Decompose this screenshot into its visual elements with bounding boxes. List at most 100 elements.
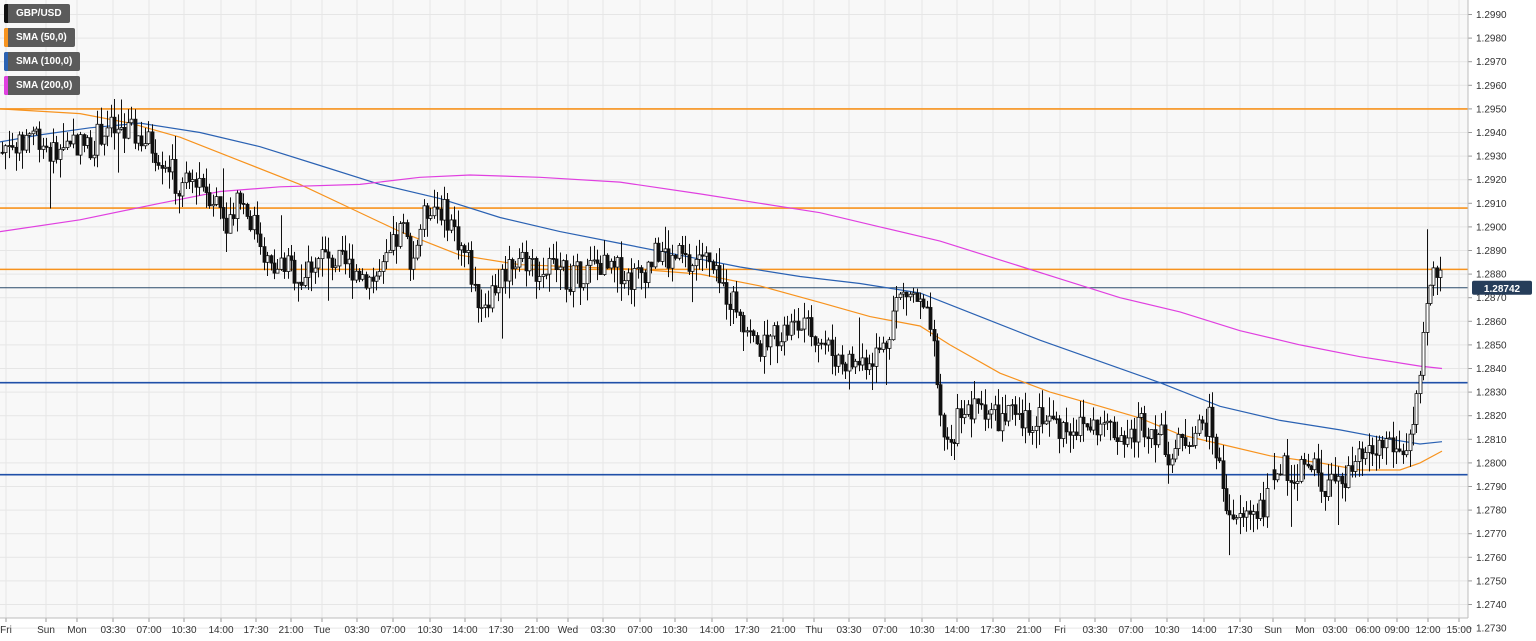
candle-down: [680, 245, 685, 254]
candle-down: [44, 145, 49, 148]
candle-down: [751, 330, 756, 336]
candle-down: [1397, 448, 1402, 452]
candle-down: [857, 360, 862, 366]
candle-up: [1156, 434, 1161, 446]
candle-down: [289, 255, 294, 261]
candle-down: [796, 320, 801, 331]
candle-up: [1071, 431, 1076, 436]
candle-down: [1401, 450, 1406, 456]
candle-up: [789, 321, 794, 336]
x-tick-label: 07:00: [872, 625, 897, 636]
candle-down: [928, 307, 933, 330]
candle-down: [394, 234, 399, 247]
candle-down: [724, 282, 729, 305]
candle-down: [1231, 514, 1236, 520]
candle-down: [843, 363, 848, 372]
candle-down: [1306, 463, 1311, 467]
candle-up: [894, 297, 899, 312]
candle-up: [918, 298, 923, 302]
x-tick-label: 21:00: [1016, 625, 1041, 636]
candle-up: [109, 116, 114, 129]
legend-item-sma-50[interactable]: SMA (50,0): [4, 28, 75, 47]
candle-up: [374, 275, 379, 282]
candle-up: [384, 252, 389, 263]
candle-up: [513, 266, 518, 270]
candle-up: [27, 133, 32, 136]
candle-up: [1394, 448, 1399, 453]
candle-up: [146, 131, 151, 144]
x-tick-label: 10:30: [662, 625, 687, 636]
candle-up: [34, 128, 39, 132]
candle-down: [37, 128, 42, 150]
candle-down: [809, 317, 814, 338]
candle-up: [1238, 513, 1243, 518]
candle-down: [462, 245, 467, 253]
candle-down: [1374, 453, 1379, 456]
candle-down: [870, 363, 875, 367]
x-tick-label: Fri: [1054, 625, 1066, 636]
candle-up: [1234, 517, 1239, 520]
legend-label: SMA (100,0): [16, 56, 73, 67]
candle-up: [1326, 479, 1331, 497]
candle-up: [3, 145, 8, 153]
legend-item-sma-100[interactable]: SMA (100,0): [4, 52, 81, 71]
candle-down: [343, 250, 348, 265]
x-tick-label: 17:30: [734, 625, 759, 636]
candle-up: [622, 280, 627, 285]
candle-up: [347, 258, 352, 265]
candle-down: [864, 357, 869, 371]
candle-up: [415, 244, 420, 259]
x-tick-label: 07:00: [380, 625, 405, 636]
candle-down: [133, 118, 138, 144]
candle-up: [972, 398, 977, 420]
candle-up: [1244, 510, 1249, 518]
candle-down: [248, 216, 253, 231]
legend-label: SMA (200,0): [16, 80, 73, 91]
sma-line: [0, 122, 1443, 445]
candle-up: [1207, 406, 1212, 437]
candle-up: [466, 250, 471, 253]
candle-down: [1200, 419, 1205, 424]
candle-up: [95, 123, 100, 156]
candle-up: [31, 130, 36, 135]
candle-down: [262, 246, 267, 263]
candle-down: [357, 270, 362, 280]
candle-up: [360, 274, 365, 280]
candle-up: [653, 242, 658, 268]
candle-down: [755, 335, 760, 345]
candle-up: [853, 360, 858, 368]
candle-down: [915, 292, 920, 302]
candle-down: [272, 262, 277, 274]
candle-down: [408, 236, 413, 270]
x-tick-label: Thu: [805, 625, 822, 636]
legend-item-sma-200[interactable]: SMA (200,0): [4, 76, 81, 95]
candle-down: [75, 134, 80, 156]
candle-up: [320, 249, 325, 260]
candle-up: [507, 259, 512, 282]
candle-down: [979, 403, 984, 406]
candle-up: [306, 261, 311, 278]
candle-up: [527, 258, 532, 272]
x-tick-label: 03:00: [1322, 625, 1347, 636]
legend-item-symbol[interactable]: GBP/USD: [4, 4, 70, 23]
candle-up: [1367, 445, 1372, 453]
candle-up: [1091, 419, 1096, 431]
candle-up: [779, 341, 784, 347]
candle-down: [925, 306, 930, 309]
candle-down: [1214, 436, 1219, 459]
candle-up: [459, 245, 464, 251]
candle-up: [1010, 404, 1015, 407]
candle-down: [1163, 424, 1168, 456]
candle-down: [1380, 439, 1385, 449]
x-tick-label: 12:00: [1415, 625, 1440, 636]
candle-down: [425, 205, 430, 219]
legend-label: GBP/USD: [16, 8, 62, 19]
candle-up: [1197, 419, 1202, 434]
candle-up: [1136, 416, 1141, 443]
x-tick-label: 21:00: [770, 625, 795, 636]
candle-up: [1190, 445, 1195, 447]
candle-up: [367, 276, 372, 289]
y-tick-label: 1.2750: [1476, 576, 1507, 587]
candle-down: [1204, 422, 1209, 437]
x-tick-label: 03:30: [344, 625, 369, 636]
